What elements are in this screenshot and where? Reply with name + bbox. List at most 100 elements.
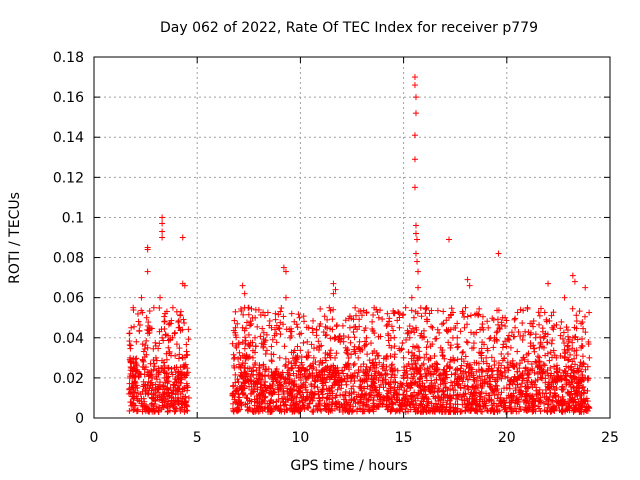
data-point bbox=[230, 408, 237, 415]
data-point bbox=[569, 272, 576, 279]
data-point bbox=[497, 394, 504, 401]
data-point bbox=[278, 304, 285, 311]
data-point bbox=[530, 407, 537, 414]
data-point bbox=[136, 327, 143, 334]
data-point bbox=[569, 305, 576, 312]
data-point bbox=[146, 307, 153, 314]
y-tick-label: 0.1 bbox=[62, 210, 84, 226]
data-point bbox=[429, 324, 436, 331]
data-point bbox=[548, 340, 555, 347]
data-point bbox=[571, 278, 578, 285]
data-point bbox=[136, 322, 143, 329]
data-point bbox=[262, 351, 269, 358]
data-point bbox=[180, 385, 187, 392]
data-point bbox=[388, 323, 395, 330]
data-point bbox=[503, 317, 510, 324]
data-point bbox=[536, 312, 543, 319]
data-point bbox=[333, 322, 340, 329]
data-point bbox=[507, 377, 514, 384]
data-point bbox=[273, 339, 280, 346]
data-point bbox=[179, 395, 186, 402]
data-point bbox=[139, 388, 146, 395]
data-point bbox=[172, 407, 179, 414]
data-point bbox=[440, 308, 447, 315]
data-point bbox=[282, 355, 289, 362]
data-point bbox=[398, 381, 405, 388]
data-point bbox=[411, 82, 418, 89]
data-point bbox=[316, 343, 323, 350]
data-point bbox=[256, 376, 263, 383]
chart-title: Day 062 of 2022, Rate Of TEC Index for r… bbox=[160, 20, 538, 36]
data-point bbox=[390, 327, 397, 334]
data-point bbox=[391, 374, 398, 381]
data-point bbox=[437, 381, 444, 388]
data-point bbox=[461, 314, 468, 321]
data-point bbox=[424, 398, 431, 405]
data-point bbox=[582, 284, 589, 291]
data-point bbox=[170, 395, 177, 402]
data-point bbox=[163, 356, 170, 363]
data-point bbox=[551, 392, 558, 399]
data-point bbox=[333, 350, 340, 357]
data-point bbox=[504, 374, 511, 381]
data-point bbox=[350, 329, 357, 336]
x-tick-label: 0 bbox=[90, 430, 99, 446]
x-tick-label: 20 bbox=[498, 430, 516, 446]
data-point bbox=[563, 324, 570, 331]
data-point bbox=[569, 339, 576, 346]
data-point bbox=[345, 334, 352, 341]
data-point bbox=[364, 351, 371, 358]
data-point bbox=[160, 337, 167, 344]
data-point bbox=[375, 369, 382, 376]
data-point bbox=[439, 321, 446, 328]
data-point bbox=[400, 375, 407, 382]
data-point bbox=[270, 399, 277, 406]
data-point bbox=[300, 313, 307, 320]
data-point bbox=[385, 330, 392, 337]
data-point bbox=[343, 381, 350, 388]
data-point bbox=[514, 348, 521, 355]
data-point bbox=[132, 379, 139, 386]
data-point bbox=[185, 394, 192, 401]
data-point bbox=[393, 407, 400, 414]
data-point bbox=[531, 348, 538, 355]
data-point bbox=[327, 307, 334, 314]
data-point bbox=[150, 366, 157, 373]
data-point bbox=[536, 321, 543, 328]
data-point bbox=[150, 360, 157, 367]
data-point bbox=[346, 324, 353, 331]
data-point bbox=[252, 306, 259, 313]
data-point bbox=[461, 382, 468, 389]
data-point bbox=[535, 391, 542, 398]
data-point bbox=[423, 344, 430, 351]
data-point bbox=[484, 408, 491, 415]
data-point bbox=[541, 407, 548, 414]
data-point bbox=[146, 369, 153, 376]
data-point bbox=[543, 395, 550, 402]
data-point bbox=[164, 408, 171, 415]
data-point bbox=[138, 294, 145, 301]
data-point bbox=[154, 385, 161, 392]
data-point bbox=[431, 388, 438, 395]
data-point bbox=[315, 388, 322, 395]
data-point bbox=[375, 314, 382, 321]
data-point bbox=[342, 388, 349, 395]
data-point bbox=[428, 371, 435, 378]
data-point bbox=[412, 222, 419, 229]
data-point bbox=[258, 381, 265, 388]
x-axis-title: GPS time / hours bbox=[290, 458, 407, 474]
data-point bbox=[407, 365, 414, 372]
data-point bbox=[162, 395, 169, 402]
data-point bbox=[391, 354, 398, 361]
data-point bbox=[185, 336, 192, 343]
data-point bbox=[400, 354, 407, 361]
data-point bbox=[282, 294, 289, 301]
data-point bbox=[316, 401, 323, 408]
data-point bbox=[412, 110, 419, 117]
data-point bbox=[300, 339, 307, 346]
data-point bbox=[501, 365, 508, 372]
data-point bbox=[495, 250, 502, 257]
data-point bbox=[269, 381, 276, 388]
data-point bbox=[155, 408, 162, 415]
data-point bbox=[330, 280, 337, 287]
